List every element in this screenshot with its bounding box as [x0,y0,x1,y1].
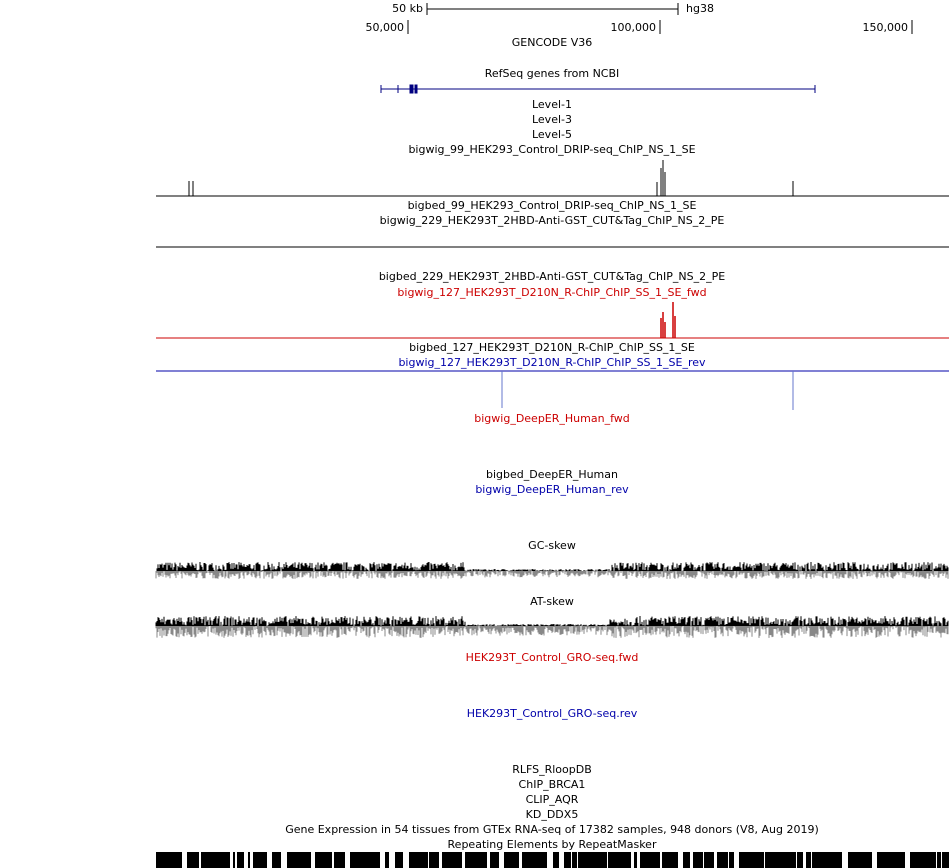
ruler-label: 50,000 [366,21,405,34]
repeat-block [765,852,796,868]
repeatmasker-blocks [156,852,949,868]
signal-tracks [155,160,949,868]
track-label[interactable]: ChIP_BRCA1 [519,778,586,791]
repeat-block [564,852,571,868]
track-label[interactable]: bigwig_DeepER_Human_rev [475,483,629,496]
track-label[interactable]: bigbed_127_HEK293T_D210N_R-ChIP_ChIP_SS_… [409,341,695,354]
wiggle [155,626,949,638]
repeat-block [739,852,764,868]
repeat-block [662,852,678,868]
repeat-block [233,852,235,868]
track-label[interactable]: GENCODE V36 [512,36,592,49]
repeat-block [201,852,230,868]
track-label[interactable]: Repeating Elements by RepeatMasker [448,838,657,851]
track-label[interactable]: KD_DDX5 [526,808,579,821]
repeat-block [504,852,519,868]
repeat-block [385,852,389,868]
track-label[interactable]: bigbed_DeepER_Human [486,468,618,481]
repeat-block [717,852,728,868]
repeat-block [156,852,182,868]
track-label[interactable]: bigwig_229_HEK293T_2HBD-Anti-GST_CUT&Tag… [380,214,725,227]
track-label[interactable]: bigwig_DeepER_Human_fwd [474,412,629,425]
repeat-block [409,852,428,868]
track-label[interactable]: Gene Expression in 54 tissues from GTEx … [285,823,819,836]
repeat-block [429,852,439,868]
repeat-block [910,852,936,868]
track-label[interactable]: bigwig_127_HEK293T_D210N_R-ChIP_ChIP_SS_… [397,286,706,299]
wiggle [155,571,949,579]
repeat-block [572,852,577,868]
track-label[interactable]: HEK293T_Control_GRO-seq.fwd [466,651,639,664]
track-label[interactable]: Level-1 [532,98,572,111]
repeat-block [634,852,637,868]
repeat-block [465,852,487,868]
repeat-block [315,852,332,868]
track-label[interactable]: bigbed_229_HEK293T_2HBD-Anti-GST_CUT&Tag… [379,270,725,283]
repeat-block [490,852,499,868]
track-label[interactable]: RefSeq genes from NCBI [485,67,620,80]
repeat-block [272,852,281,868]
at-skew-wiggle [155,616,949,638]
wiggle [156,562,949,571]
repeat-block [812,852,842,868]
repeat-block [693,852,703,868]
assembly-label: hg38 [686,2,714,15]
repeat-block [848,852,872,868]
track-label[interactable]: RLFS_RloopDB [512,763,592,776]
repeat-block [395,852,403,868]
repeat-block [350,852,380,868]
repeat-block [578,852,607,868]
repeat-block [334,852,345,868]
repeat-block [522,852,547,868]
track-label[interactable]: Level-5 [532,128,572,141]
repeat-block [553,852,559,868]
scale-label: 50 kb [392,2,423,15]
track-label[interactable]: bigwig_99_HEK293_Control_DRIP-seq_ChIP_N… [408,143,695,156]
track-label[interactable]: AT-skew [530,595,574,608]
repeat-block [640,852,660,868]
ruler [407,3,913,34]
gc-skew-wiggle [155,562,949,579]
repeat-block [797,852,803,868]
track-label[interactable]: GC-skew [528,539,576,552]
refseq-gene [380,84,816,94]
track-label[interactable]: CLIP_AQR [526,793,579,806]
repeat-block [253,852,267,868]
repeat-block [704,852,714,868]
ruler-label: 150,000 [863,21,909,34]
repeat-block [442,852,462,868]
repeat-block [942,852,949,868]
repeat-block [877,852,905,868]
track-label[interactable]: bigbed_99_HEK293_Control_DRIP-seq_ChIP_N… [408,199,697,212]
track-label[interactable]: HEK293T_Control_GRO-seq.rev [467,707,638,720]
repeat-block [287,852,311,868]
wiggle [155,616,949,626]
repeat-block [683,852,690,868]
repeat-block [248,852,250,868]
repeat-block [608,852,631,868]
ruler-label: 100,000 [611,21,657,34]
track-label[interactable]: bigwig_127_HEK293T_D210N_R-ChIP_ChIP_SS_… [398,356,706,369]
track-label[interactable]: Level-3 [532,113,572,126]
repeat-block [187,852,199,868]
repeat-block [937,852,941,868]
repeat-block [237,852,244,868]
repeat-block [729,852,734,868]
repeat-block [806,852,811,868]
